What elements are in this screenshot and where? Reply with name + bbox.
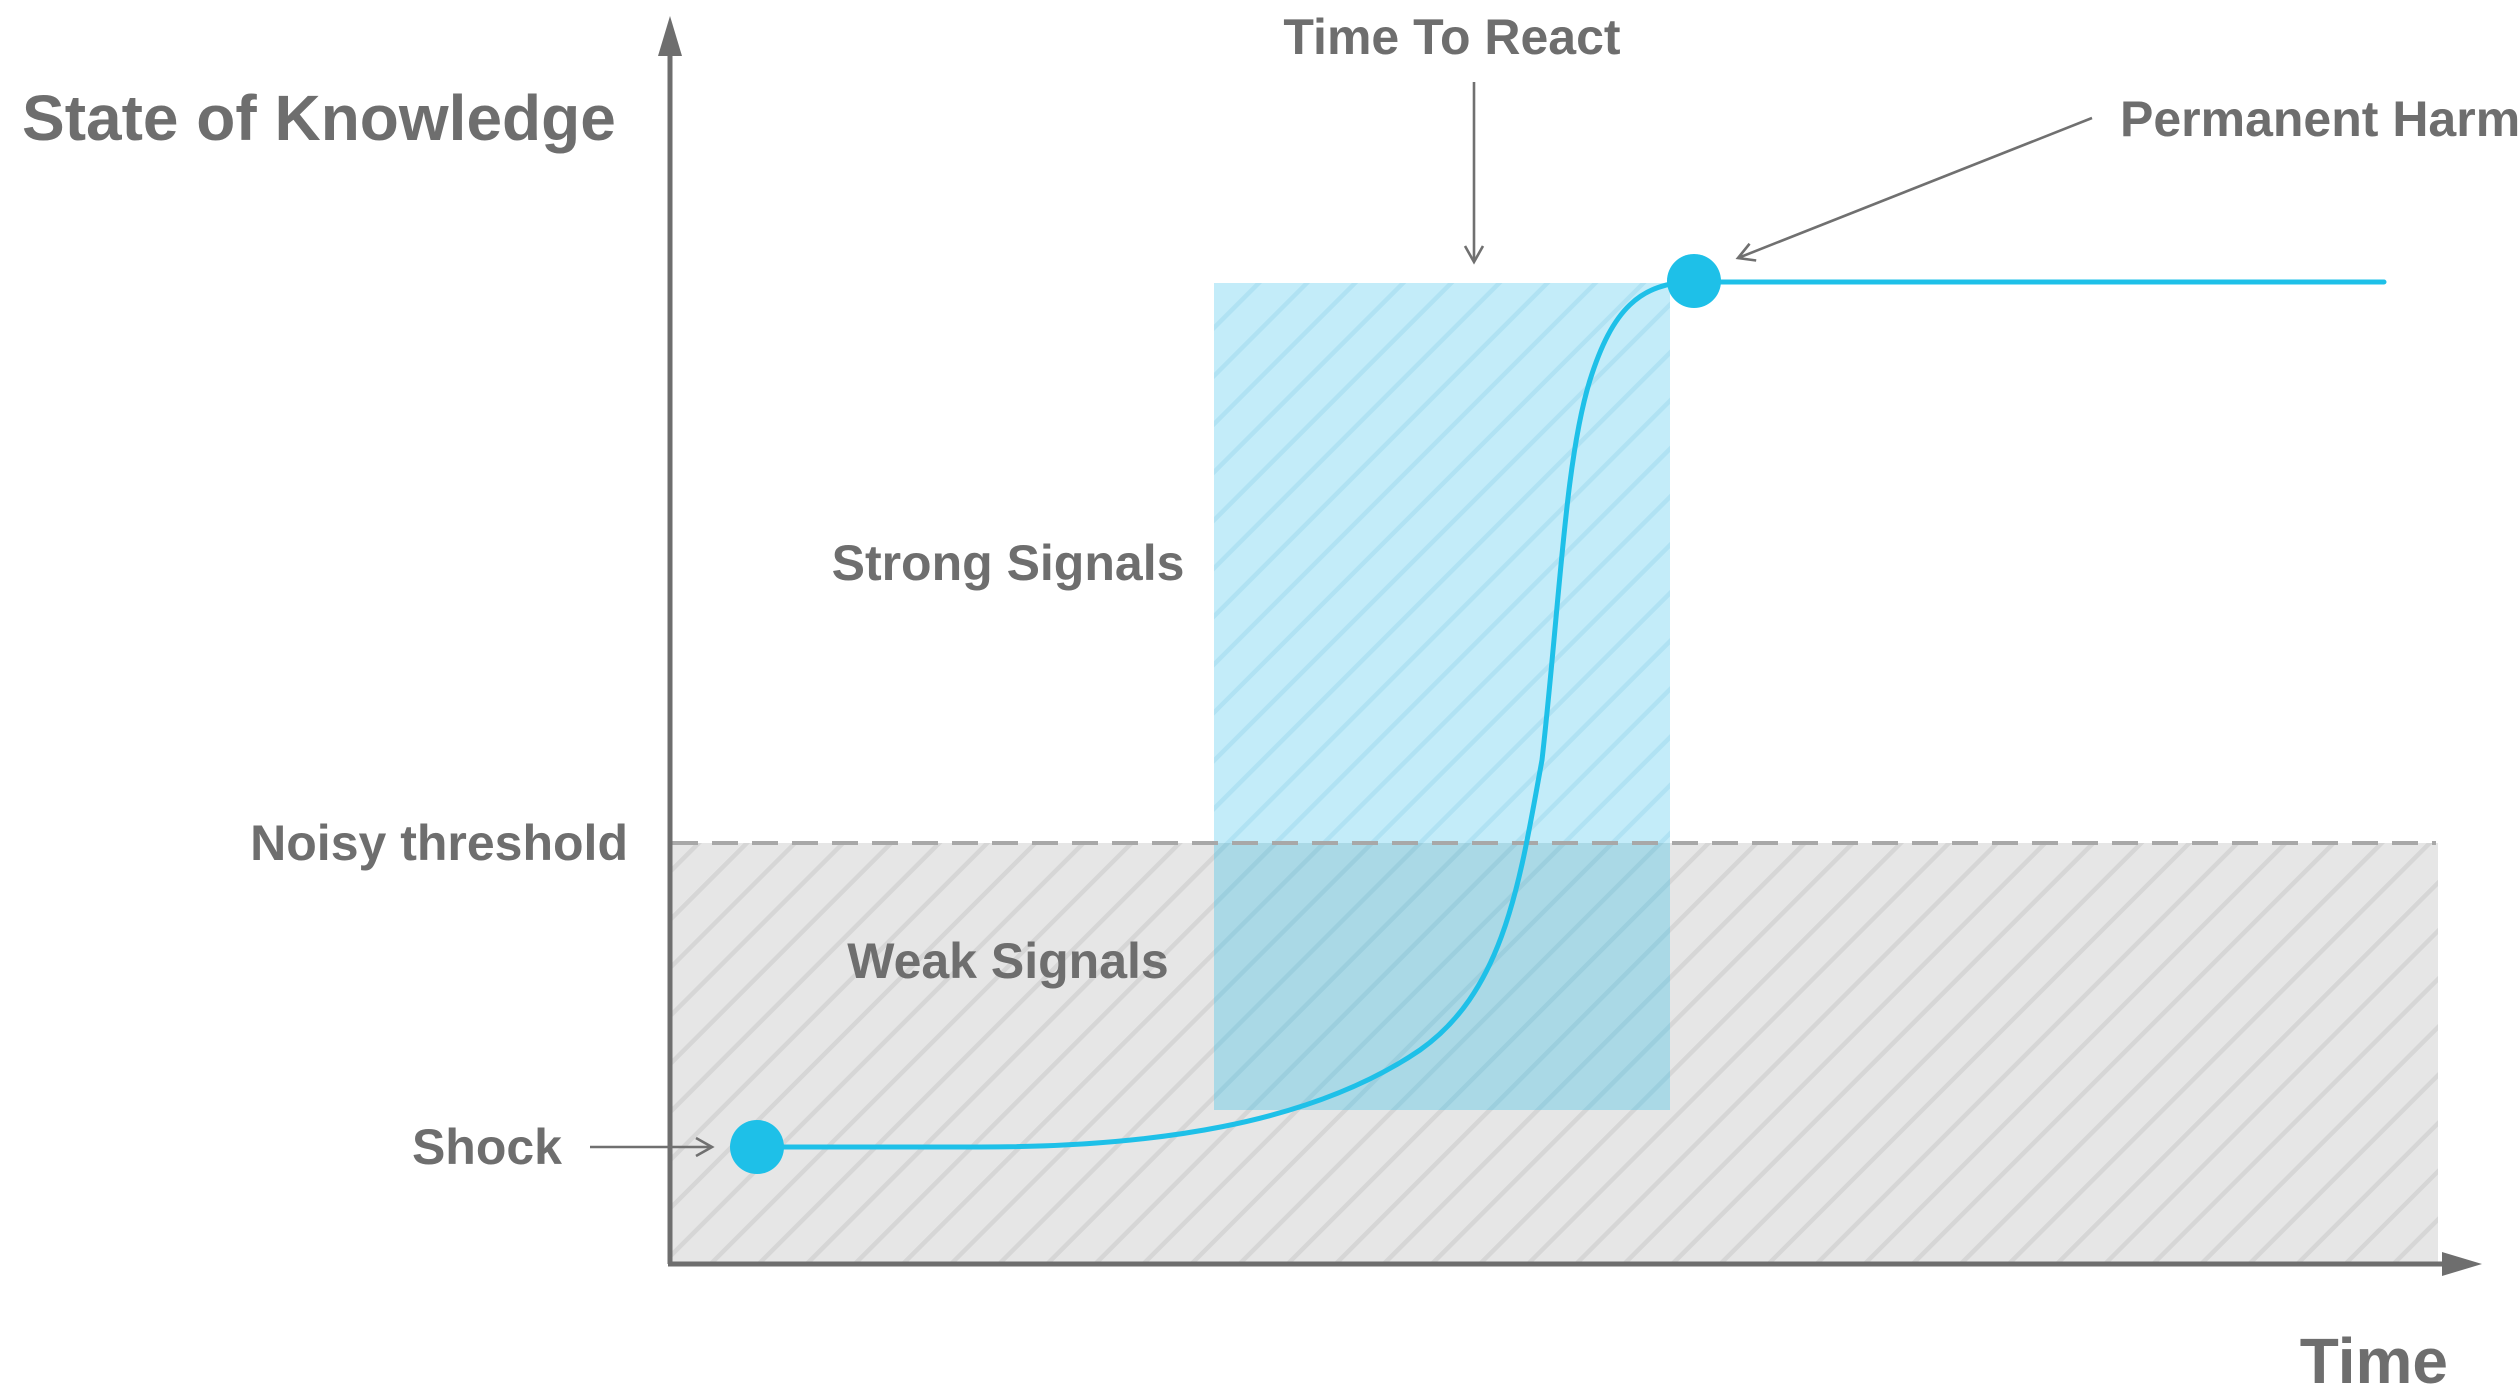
permanent-harm-marker xyxy=(1667,254,1721,308)
permanent-harm-arrow xyxy=(1735,116,2093,262)
time-to-react-label: Time To React xyxy=(1283,9,1620,65)
y-axis-label: State of Knowledge xyxy=(22,82,616,154)
permanent-harm-label: Permanent Harm xyxy=(2120,91,2518,147)
shock-label: Shock xyxy=(412,1119,562,1175)
x-axis-arrowhead xyxy=(2442,1252,2482,1276)
noisy-threshold-label: Noisy threshold xyxy=(250,815,628,871)
knowledge-curve xyxy=(754,279,2387,1150)
weak-signals-label: Weak Signals xyxy=(847,933,1168,989)
reaction-window xyxy=(1214,283,1670,843)
shock-marker xyxy=(730,1120,784,1174)
y-axis-arrowhead xyxy=(658,16,682,56)
reaction-window-overlap xyxy=(1214,843,1670,1110)
strong-signals-label: Strong Signals xyxy=(832,535,1185,591)
x-axis-label: Time xyxy=(2300,1325,2448,1391)
